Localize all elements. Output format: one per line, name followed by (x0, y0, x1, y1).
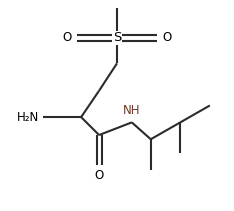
Text: H₂N: H₂N (17, 111, 39, 124)
Text: NH: NH (123, 104, 141, 117)
Text: O: O (95, 169, 104, 182)
Text: S: S (113, 31, 121, 45)
Text: O: O (62, 31, 72, 45)
Text: O: O (162, 31, 172, 45)
